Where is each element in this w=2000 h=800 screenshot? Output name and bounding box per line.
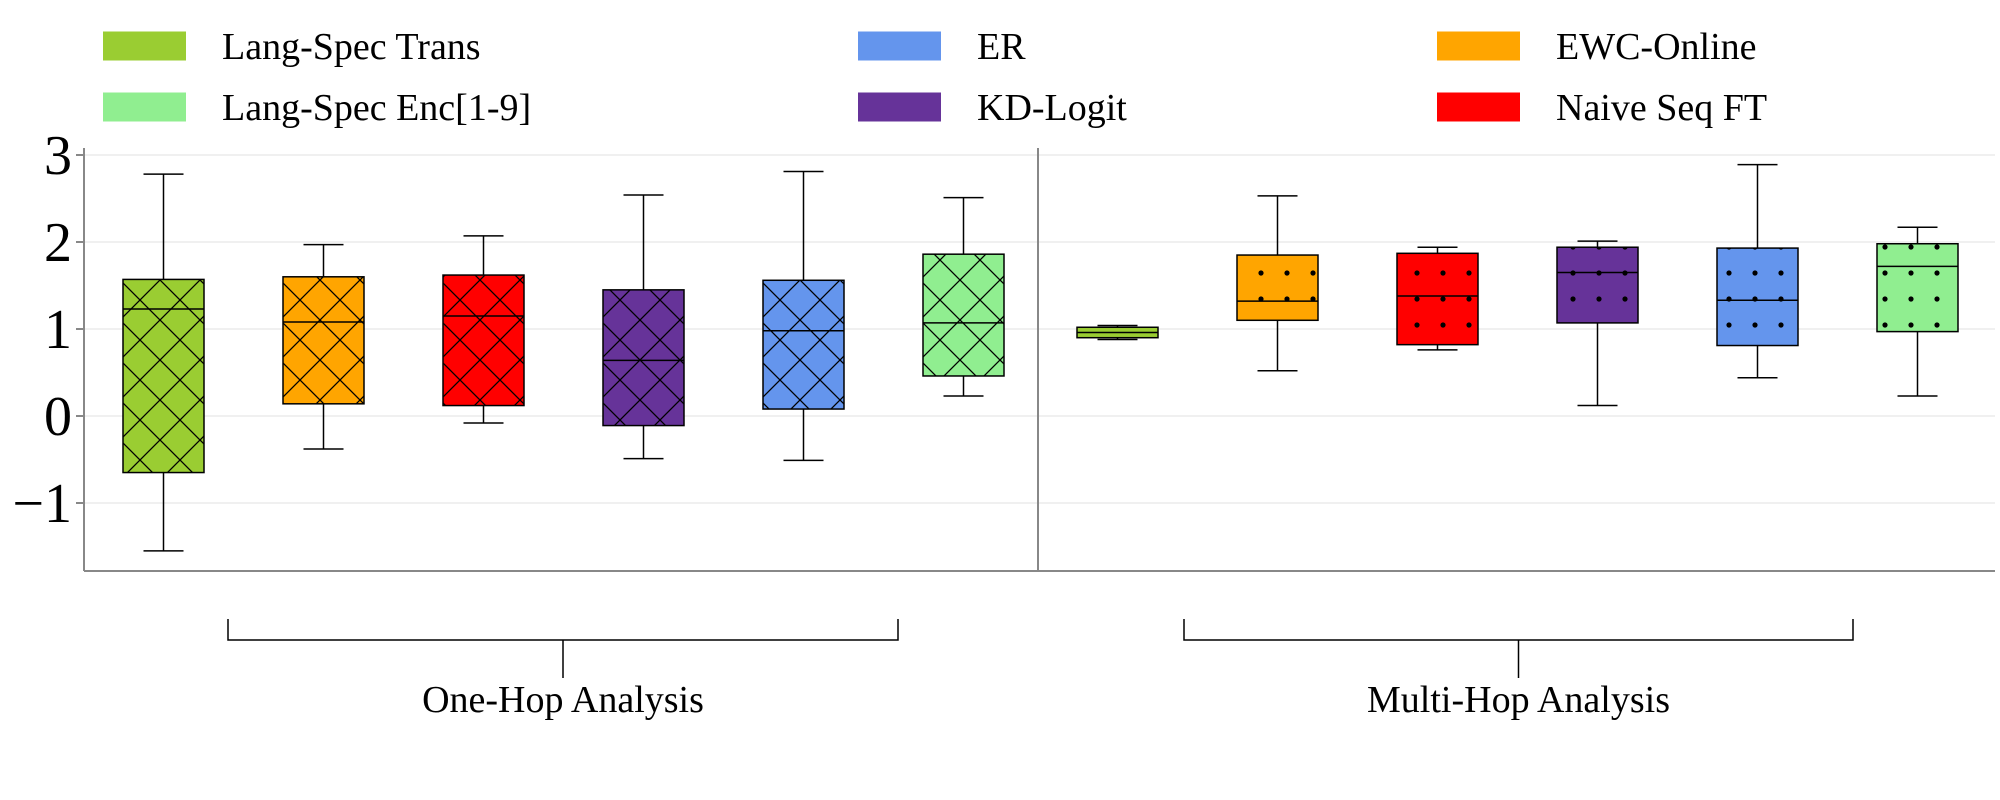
legend-item: Lang-Spec Trans — [103, 26, 481, 68]
legend-swatch — [1437, 31, 1520, 61]
box-pattern — [1236, 254, 1319, 322]
box-dots-5 — [1876, 226, 1959, 397]
box-pattern — [1556, 246, 1639, 324]
legend-label: Naive Seq FT — [1556, 87, 1767, 129]
box-pattern — [442, 274, 525, 407]
group-label: Multi-Hop Analysis — [1367, 679, 1670, 721]
box-pattern — [762, 279, 845, 410]
legend-item: Naive Seq FT — [1437, 87, 1767, 129]
box-crosshatch-1 — [282, 243, 365, 450]
box-pattern — [602, 289, 685, 427]
box-pattern — [1716, 247, 1799, 347]
legend-label: ER — [977, 26, 1026, 68]
box-crosshatch-5 — [922, 196, 1005, 397]
group-bracket: Multi-Hop Analysis — [1183, 619, 1854, 721]
box-pattern — [922, 253, 1005, 377]
box-crosshatch-0 — [122, 173, 205, 552]
grid — [84, 154, 1995, 504]
box-pattern — [1396, 252, 1479, 346]
group-label: One-Hop Analysis — [422, 679, 704, 721]
axes: 3 2 1 0 −1 — [12, 125, 1995, 572]
legend-label: KD-Logit — [977, 87, 1127, 129]
legend-label: Lang-Spec Enc[1-9] — [222, 87, 531, 129]
group-bracket: One-Hop Analysis — [227, 619, 899, 721]
legend-swatch — [1437, 92, 1520, 122]
y-tick-label: 3 — [44, 125, 72, 187]
legend-item: Lang-Spec Enc[1-9] — [103, 87, 531, 129]
legend-label: Lang-Spec Trans — [222, 26, 481, 68]
box-dots-0 — [1076, 324, 1159, 341]
legend-label: EWC-Online — [1556, 26, 1757, 68]
box-pattern — [282, 276, 365, 405]
box-pattern — [1876, 242, 1959, 333]
box-dots-4 — [1716, 163, 1799, 379]
box-crosshatch-4 — [762, 170, 845, 462]
legend-swatch — [103, 92, 186, 122]
bracket-line — [227, 619, 899, 641]
box-plots — [122, 163, 1959, 552]
y-tick-label: 2 — [44, 212, 72, 274]
legend-swatch — [103, 31, 186, 61]
box-dots-3 — [1556, 240, 1639, 407]
legend-item: EWC-Online — [1437, 26, 1757, 68]
group-labels: One-Hop Analysis Multi-Hop Analysis — [227, 619, 1854, 721]
y-tick-label: −1 — [12, 473, 72, 535]
legend-swatch — [858, 92, 941, 122]
box-crosshatch-2 — [442, 235, 525, 424]
box-dots-2 — [1396, 246, 1479, 351]
legend-item: ER — [858, 26, 1026, 68]
box-crosshatch-3 — [602, 194, 685, 460]
legend: Lang-Spec Trans ER EWC-Online Lang-Spec Enc… — [103, 26, 1767, 129]
box-pattern — [122, 278, 205, 474]
y-tick-label: 0 — [44, 386, 72, 448]
legend-swatch — [858, 31, 941, 61]
legend-item: KD-Logit — [858, 87, 1127, 129]
bracket-line — [1183, 619, 1854, 641]
y-tick-label: 1 — [44, 299, 72, 361]
box-dots-1 — [1236, 195, 1319, 372]
